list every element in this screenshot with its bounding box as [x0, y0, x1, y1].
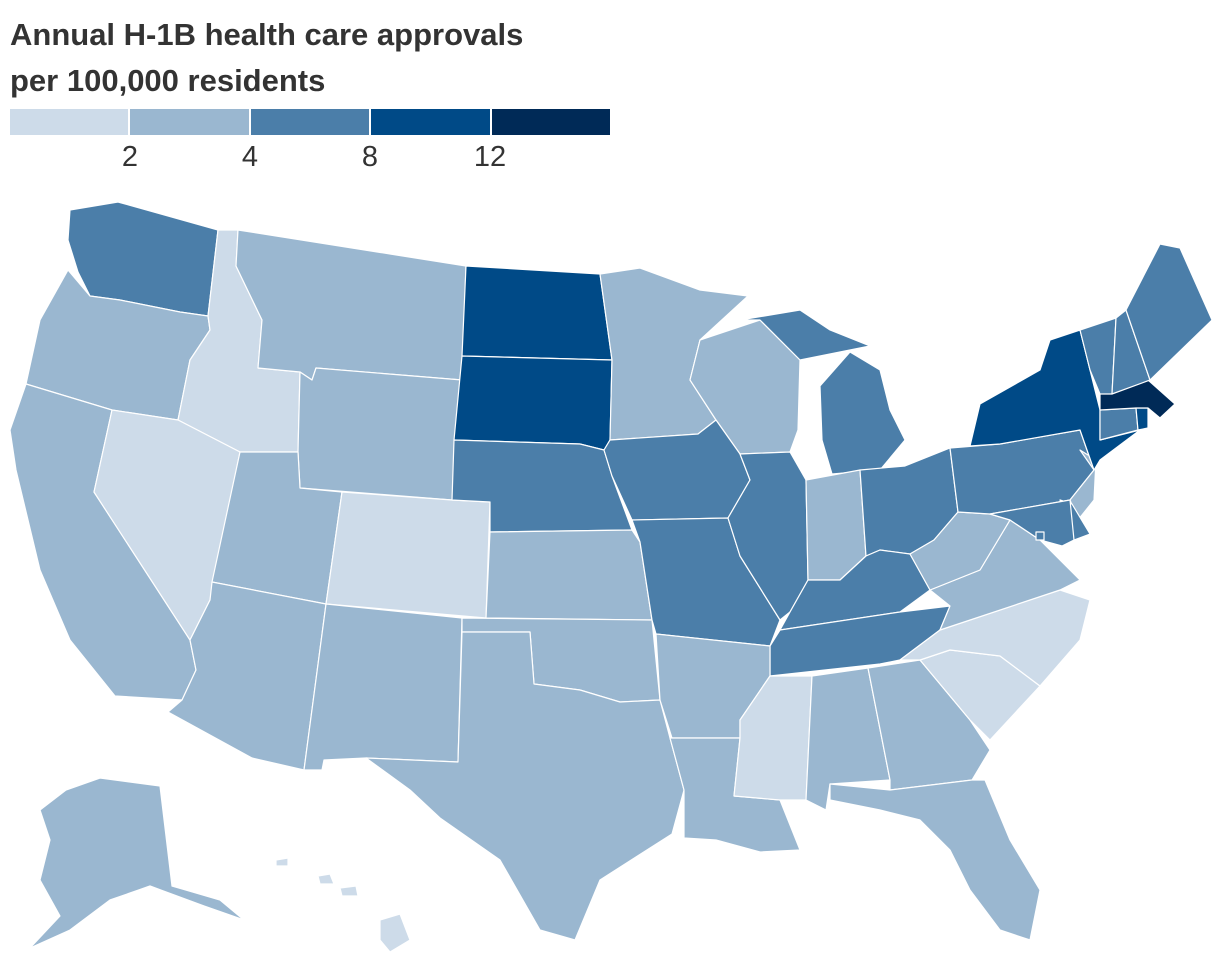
state-hawaii[interactable] — [275, 857, 411, 953]
legend-bar — [10, 109, 611, 135]
chart-title: Annual H-1B health care approvals per 10… — [10, 12, 630, 104]
state-north-dakota[interactable] — [461, 265, 613, 361]
state-illinois[interactable] — [727, 451, 809, 621]
legend-tick-label: 12 — [473, 141, 507, 173]
state-vermont[interactable] — [1079, 317, 1117, 395]
legend-swatch-4 — [491, 109, 611, 135]
state-district-of-columbia[interactable] — [1035, 531, 1045, 541]
chart-title-line-2: per 100,000 residents — [10, 63, 326, 98]
us-state-map — [9, 201, 1213, 953]
state-wyoming[interactable] — [297, 367, 463, 501]
legend-swatch-1 — [130, 109, 249, 135]
legend-swatch-2 — [250, 109, 370, 135]
state-new-mexico[interactable] — [303, 603, 463, 771]
legend-swatch-3 — [371, 109, 490, 135]
state-south-dakota[interactable] — [453, 355, 613, 451]
state-kansas[interactable] — [485, 529, 653, 621]
state-maryland[interactable] — [989, 499, 1075, 547]
legend-tick-label: 2 — [121, 141, 139, 173]
legend-tick-label: 8 — [361, 141, 379, 173]
state-florida[interactable] — [829, 779, 1041, 941]
color-legend: 2 4 8 12 — [10, 109, 611, 179]
legend-ticks: 2 4 8 12 — [10, 135, 610, 175]
state-michigan[interactable] — [739, 309, 906, 475]
state-maine[interactable] — [1125, 243, 1213, 381]
state-colorado[interactable] — [325, 491, 491, 619]
state-texas[interactable] — [365, 631, 685, 941]
state-alaska[interactable] — [29, 777, 245, 949]
state-mississippi[interactable] — [733, 675, 813, 801]
state-rhode-island[interactable] — [1135, 407, 1149, 431]
state-montana[interactable] — [235, 229, 467, 381]
legend-swatch-0 — [10, 109, 129, 135]
chart-title-line-1: Annual H-1B health care approvals — [10, 17, 524, 52]
legend-tick-label: 4 — [241, 141, 259, 173]
